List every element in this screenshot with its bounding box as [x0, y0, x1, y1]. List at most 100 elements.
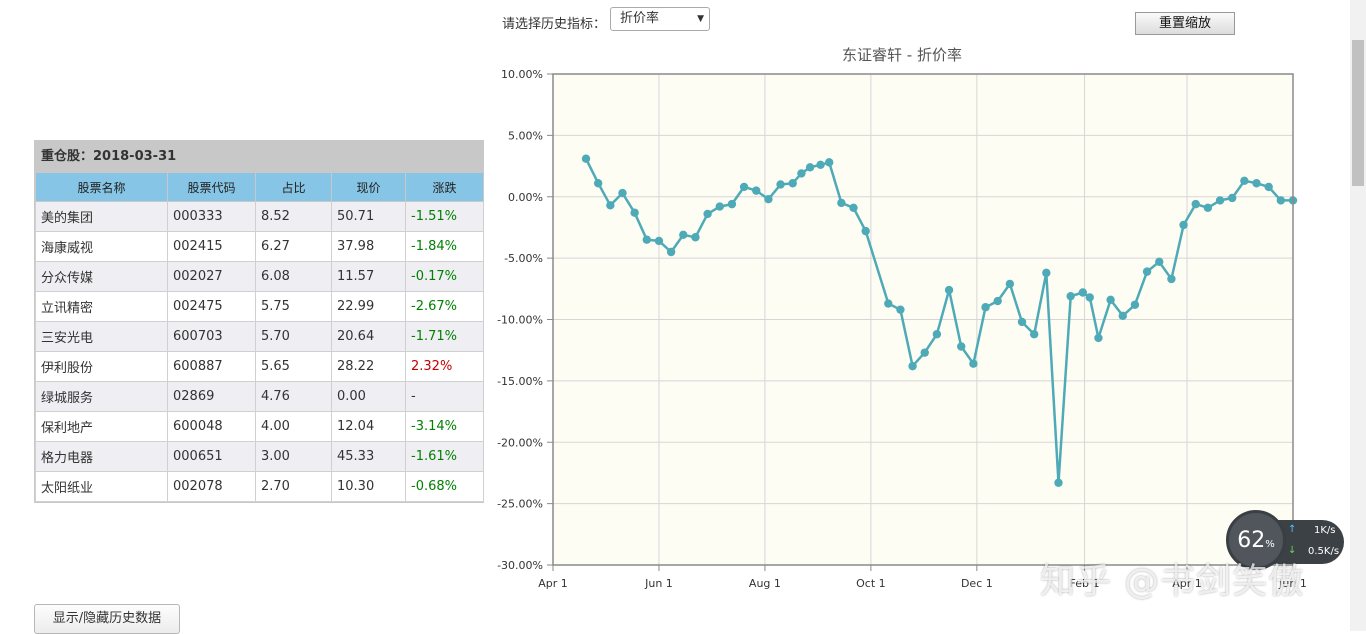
data-point[interactable]: [1054, 478, 1063, 487]
data-point[interactable]: [1078, 288, 1088, 297]
data-point[interactable]: [739, 182, 749, 192]
discount-rate-chart[interactable]: 东证睿轩 - 折价率 10.00% 5.00% 0.00% -5.00% -10.00%…: [495, 40, 1335, 600]
cell-weight: 8.52: [255, 201, 332, 232]
cell-stock-code: 000333: [167, 201, 256, 232]
table-row[interactable]: 美的集团 000333 8.52 50.71 -1.51%: [35, 201, 484, 232]
data-point[interactable]: [1167, 274, 1176, 284]
data-point[interactable]: [932, 330, 942, 339]
download-arrow-icon: ↓: [1288, 545, 1297, 556]
data-point[interactable]: [1203, 203, 1213, 212]
holdings-table: 股票名称 股票代码 占比 现价 涨跌 美的集团 000333 8.52 50.71 -1…: [35, 172, 484, 502]
cell-stock-name: 格力电器: [35, 441, 168, 472]
data-point[interactable]: [920, 348, 929, 357]
data-point[interactable]: [679, 230, 688, 240]
vertical-scrollbar[interactable]: [1350, 0, 1366, 631]
data-point[interactable]: [776, 180, 785, 189]
y-tick-label: -15.00%: [497, 375, 543, 388]
data-point[interactable]: [752, 186, 761, 195]
data-point[interactable]: [703, 209, 712, 219]
data-point[interactable]: [1042, 268, 1051, 278]
data-point[interactable]: [1017, 317, 1027, 327]
cell-weight: 3.00: [255, 441, 332, 472]
data-point[interactable]: [581, 154, 591, 163]
cell-price: 11.57: [331, 261, 406, 292]
cell-price: 45.33: [331, 441, 406, 472]
data-point[interactable]: [884, 299, 893, 308]
table-row[interactable]: 保利地产 600048 4.00 12.04 -3.14%: [35, 411, 484, 442]
plot-border: [552, 73, 1294, 566]
table-row[interactable]: 伊利股份 600887 5.65 28.22 2.32%: [35, 351, 484, 382]
data-point[interactable]: [715, 202, 724, 211]
table-row[interactable]: 分众传媒 002027 6.08 11.57 -0.17%: [35, 261, 484, 292]
data-point[interactable]: [908, 361, 917, 371]
data-point[interactable]: [993, 296, 1002, 306]
cell-stock-code: 02869: [167, 381, 256, 412]
data-point[interactable]: [837, 198, 846, 208]
data-point[interactable]: [642, 235, 652, 244]
scrollbar-thumb[interactable]: [1352, 40, 1364, 186]
holdings-title: 重仓股：2018-03-31: [35, 141, 483, 172]
data-point[interactable]: [816, 160, 825, 170]
data-point[interactable]: [666, 247, 676, 257]
data-point[interactable]: [593, 179, 603, 188]
data-point[interactable]: [849, 203, 858, 212]
data-point[interactable]: [957, 342, 966, 351]
data-point[interactable]: [727, 199, 737, 209]
data-point[interactable]: [691, 233, 700, 242]
data-point[interactable]: [1106, 295, 1115, 305]
data-point[interactable]: [896, 305, 905, 314]
data-point[interactable]: [1240, 176, 1249, 185]
data-point[interactable]: [797, 169, 806, 178]
data-point[interactable]: [630, 208, 639, 217]
cell-price: 12.04: [331, 411, 406, 442]
table-row[interactable]: 格力电器 000651 3.00 45.33 -1.61%: [35, 441, 484, 472]
data-point[interactable]: [654, 236, 664, 246]
data-point[interactable]: [606, 201, 615, 210]
col-header-change[interactable]: 涨跌: [405, 172, 484, 202]
data-point[interactable]: [1085, 293, 1094, 302]
data-point[interactable]: [1264, 182, 1273, 192]
reset-zoom-button[interactable]: 重置缩放: [1135, 12, 1235, 35]
table-row[interactable]: 太阳纸业 002078 2.70 10.30 -0.68%: [35, 471, 484, 502]
watermark: 知乎 @书剑笑傲: [1040, 562, 1305, 602]
data-point[interactable]: [1252, 179, 1261, 188]
table-row[interactable]: 三安光电 600703 5.70 20.64 -1.71%: [35, 321, 484, 352]
x-tick-label: Jun 1: [644, 577, 673, 590]
toggle-history-button[interactable]: 显示/隐藏历史数据: [34, 604, 180, 634]
data-point[interactable]: [969, 359, 978, 368]
data-point[interactable]: [788, 179, 797, 188]
x-axis: Apr 1 Jun 1 Aug 1 Oct 1 Dec 1 Feb 1 Apr 1 Jun 1: [538, 565, 1307, 590]
data-point[interactable]: [764, 195, 773, 204]
data-point[interactable]: [805, 163, 815, 172]
y-tick-label: -5.00%: [504, 252, 543, 265]
data-point[interactable]: [1142, 267, 1152, 276]
data-point[interactable]: [1094, 333, 1103, 343]
data-point[interactable]: [1155, 257, 1164, 267]
data-point[interactable]: [944, 285, 954, 295]
data-point[interactable]: [1130, 300, 1140, 309]
indicator-select[interactable]: 折价率 ▼: [610, 7, 710, 31]
data-point[interactable]: [1215, 196, 1225, 205]
col-header-weight[interactable]: 占比: [255, 172, 332, 202]
data-point[interactable]: [824, 158, 834, 167]
data-point[interactable]: [1228, 193, 1237, 203]
data-point[interactable]: [1191, 199, 1200, 209]
col-header-code[interactable]: 股票代码: [167, 172, 256, 202]
data-point[interactable]: [1005, 279, 1015, 289]
table-row[interactable]: 绿城服务 02869 4.76 0.00-: [35, 381, 484, 412]
table-row[interactable]: 立讯精密 002475 5.75 22.99 -2.67%: [35, 291, 484, 322]
data-point[interactable]: [1118, 311, 1127, 321]
data-point[interactable]: [1276, 196, 1286, 205]
data-point[interactable]: [1066, 291, 1075, 301]
data-point[interactable]: [1179, 220, 1188, 230]
col-header-price[interactable]: 现价: [331, 172, 406, 202]
data-point[interactable]: [1029, 330, 1039, 339]
data-point[interactable]: [618, 188, 627, 198]
network-speed-widget[interactable]: ↑ 1K/s ↓ 0.5K/s 62%: [1226, 510, 1346, 574]
col-header-name[interactable]: 股票名称: [35, 172, 168, 202]
data-point[interactable]: [981, 303, 990, 312]
data-point[interactable]: [861, 226, 870, 236]
cell-weight: 2.70: [255, 471, 332, 502]
table-row[interactable]: 海康威视 002415 6.27 37.98 -1.84%: [35, 231, 484, 262]
y-tick-label: -30.00%: [497, 559, 543, 572]
